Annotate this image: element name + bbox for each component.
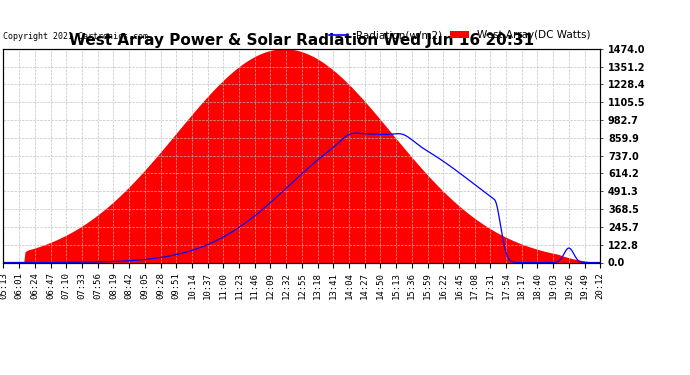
Legend: Radiation(w/m2), West Array(DC Watts): Radiation(w/m2), West Array(DC Watts) bbox=[324, 26, 595, 45]
Text: Copyright 2021 Cartronics.com: Copyright 2021 Cartronics.com bbox=[3, 32, 148, 41]
Title: West Array Power & Solar Radiation Wed Jun 16 20:31: West Array Power & Solar Radiation Wed J… bbox=[69, 33, 535, 48]
